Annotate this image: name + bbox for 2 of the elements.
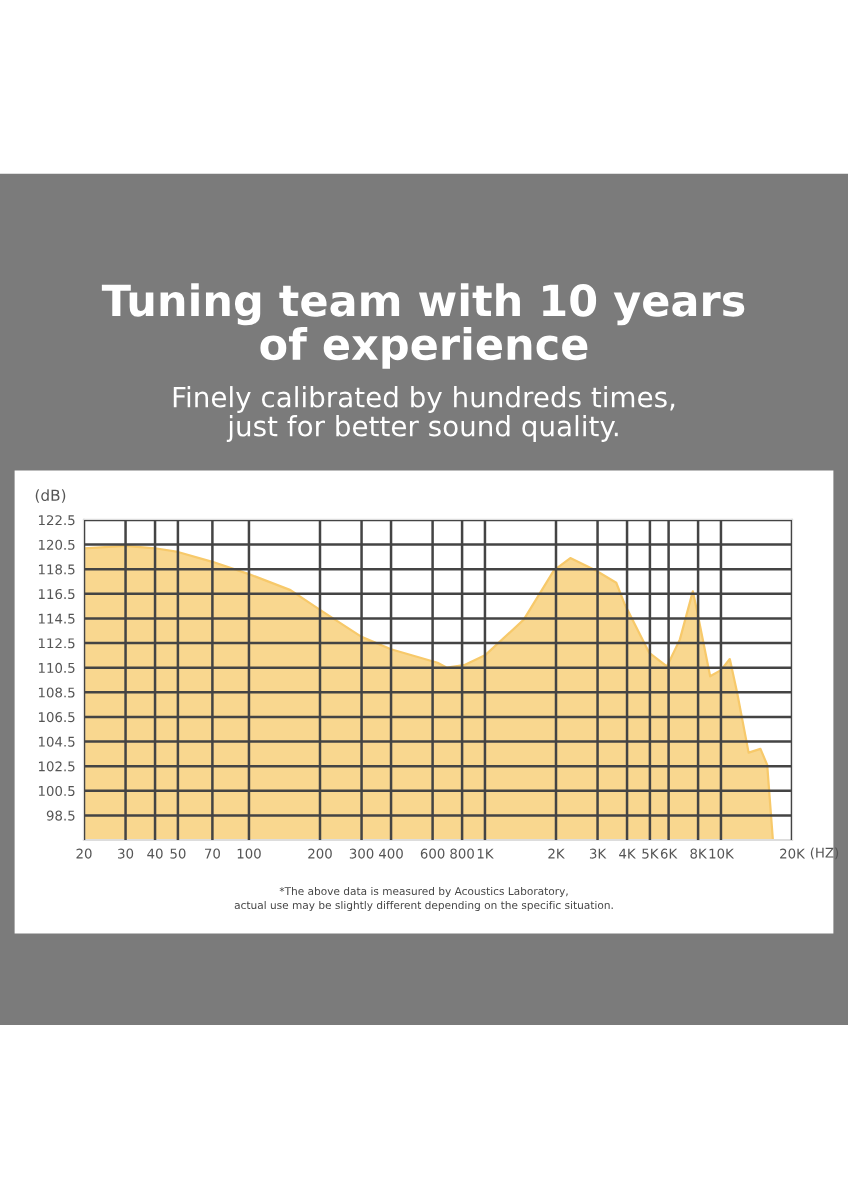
- chart-title: Tuning team with 10 years of experience: [101, 283, 745, 369]
- chart-subtitle: Finely calibrated by hundreds times, just for better sound quality.: [173, 386, 675, 442]
